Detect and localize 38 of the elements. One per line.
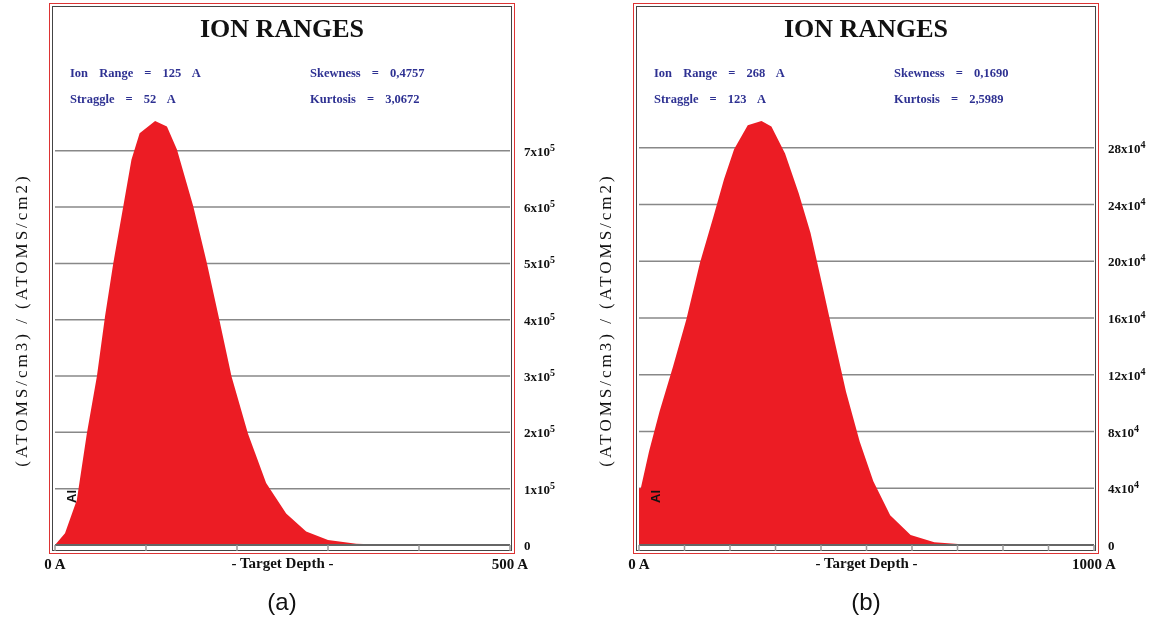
y-tick-label: 6x10$^{5}$ [524, 197, 555, 216]
annotation: Skewness = 0,4757 [310, 66, 425, 81]
chart-title: ION RANGES [199, 14, 365, 44]
text: (a) [266, 588, 298, 616]
annotation: Kurtosis = 3,0672 [310, 92, 420, 107]
y-tick-label: 4x10$^{5}$ [524, 310, 555, 328]
annotation: Kurtosis = 2,5989 [894, 92, 1004, 107]
y-tick-label: 28x10$^{4}$ [1108, 138, 1146, 156]
y-tick-label: 0 [1108, 538, 1115, 553]
x-axis-title: - Target Depth - [231, 555, 334, 571]
y-tick-label: 2x10$^{5}$ [524, 422, 555, 441]
annotation: Al [63, 489, 79, 503]
y-axis-title: (ATOMS/cm3) / (ATOMS/cm2) [596, 173, 616, 467]
y-tick-label: 5x10$^{5}$ [524, 253, 555, 272]
y-axis-title: (ATOMS/cm3) / (ATOMS/cm2) [12, 173, 32, 467]
y-tick-label: 4x10$^{4}$ [1108, 478, 1139, 497]
y-tick-label: 1x10$^{5}$ [524, 479, 555, 497]
text: (b) [850, 588, 882, 616]
y-tick-label: 16x10$^{4}$ [1108, 308, 1146, 327]
annotation: Skewness = 0,1690 [894, 66, 1009, 81]
y-tick-label: 0 [524, 538, 531, 553]
x-axis-title: - Target Depth - [815, 555, 918, 571]
annotation: Al [647, 489, 663, 503]
x-tick-label: 500 A [491, 556, 529, 572]
y-tick-label: 8x10$^{4}$ [1108, 422, 1139, 440]
y-tick-label: 12x10$^{4}$ [1108, 365, 1146, 383]
annotation: Ion Range = 268 A [654, 66, 785, 81]
x-tick-label: 0 A [44, 556, 66, 572]
x-tick-label: 1000 A [1072, 556, 1117, 572]
annotation: Ion Range = 125 A [70, 66, 201, 81]
chart-title: ION RANGES [783, 14, 949, 44]
y-tick-label: 3x10$^{5}$ [524, 366, 555, 385]
y-tick-label: 24x10$^{4}$ [1108, 195, 1146, 213]
y-tick-label: 7x10$^{5}$ [524, 141, 555, 159]
annotation: Straggle = 52 A [70, 92, 176, 107]
x-tick-label: 0 A [628, 556, 650, 572]
annotation: Straggle = 123 A [654, 92, 767, 107]
y-tick-label: 20x10$^{4}$ [1108, 251, 1146, 270]
